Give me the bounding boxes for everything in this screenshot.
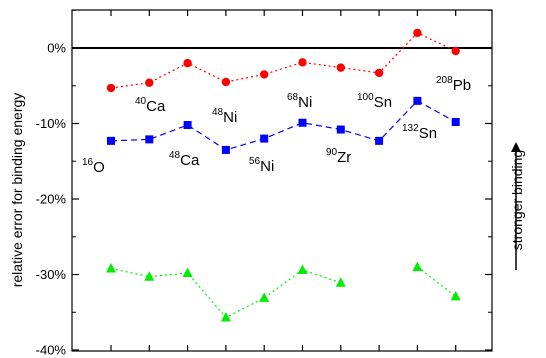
series-line: [110, 267, 341, 319]
data-point: [451, 46, 460, 56]
data-point: [183, 121, 192, 130]
element-symbol: Zr: [337, 149, 351, 166]
series-line: [110, 100, 456, 151]
y-tick-label: 0%: [47, 41, 66, 56]
element-symbol: Pb: [453, 77, 471, 94]
element-symbol: Ca: [146, 98, 166, 115]
nucleus-label: 100Sn: [357, 92, 392, 111]
mass-number: 48: [169, 150, 181, 161]
data-point: [259, 292, 270, 302]
data-point: [374, 68, 384, 78]
nucleus-label: 68Ni: [287, 92, 312, 111]
nucleus-labels: 16O40Ca48Ca48Ni56Ni68Ni90Zr100Sn132Sn208…: [82, 75, 471, 176]
data-point: [106, 83, 116, 93]
data-point: [260, 134, 269, 143]
mass-number: 56: [249, 156, 261, 167]
mass-number: 208: [436, 75, 453, 86]
mass-number: 48: [212, 107, 224, 118]
nucleus-label: 90Zr: [326, 147, 351, 166]
mass-number: 132: [402, 123, 419, 134]
y-tick-label: -20%: [36, 192, 67, 207]
series-line: [417, 266, 457, 297]
series-line: [110, 32, 456, 89]
arrow-head: [511, 142, 521, 152]
data-point: [107, 136, 115, 145]
series-triangle: [106, 261, 461, 322]
data-point: [451, 117, 460, 126]
element-symbol: Ni: [298, 94, 312, 111]
data-point: [221, 145, 230, 154]
data-point: [336, 125, 345, 134]
element-symbol: Sn: [374, 94, 392, 111]
data-point: [145, 78, 154, 87]
data-point: [144, 271, 155, 281]
series-layer: [106, 28, 461, 322]
nucleus-label: 132Sn: [402, 123, 437, 142]
data-point: [221, 77, 231, 87]
data-point: [450, 290, 461, 301]
series-square: [107, 96, 460, 154]
stronger-binding-arrow: [511, 142, 521, 270]
element-symbol: Ni: [223, 109, 237, 126]
nucleus-label: 208Pb: [436, 75, 471, 94]
nucleus-label: 40Ca: [135, 96, 166, 115]
series-circle: [106, 28, 460, 93]
mass-number: 100: [357, 92, 374, 103]
y-tick-label: -40%: [36, 343, 67, 358]
plot-frame: 0% -10% -20% -30% -40%: [36, 9, 493, 358]
nucleus-label: 48Ni: [212, 107, 237, 126]
data-point: [412, 261, 423, 271]
mass-number: 90: [326, 147, 338, 158]
data-point: [335, 277, 346, 287]
data-point: [298, 118, 307, 127]
data-point: [220, 312, 231, 322]
y-tick-label: -10%: [36, 116, 67, 131]
stronger-binding-label: stronger binding: [509, 150, 525, 250]
data-point: [260, 70, 269, 79]
data-point: [298, 58, 307, 67]
data-point: [413, 96, 422, 105]
nucleus-label: 48Ca: [169, 150, 200, 169]
y-tick-label: -30%: [36, 267, 67, 282]
data-point: [336, 63, 345, 72]
data-point: [145, 135, 154, 144]
y-axis-title: relative error for binding energy: [9, 93, 25, 288]
mass-number: 68: [287, 92, 299, 103]
element-symbol: Ni: [260, 158, 274, 175]
mass-number: 40: [135, 96, 147, 107]
data-point: [106, 262, 116, 273]
data-point: [182, 267, 193, 277]
plot-border: [71, 9, 493, 352]
element-symbol: Ca: [180, 152, 200, 169]
element-symbol: O: [93, 159, 105, 176]
nucleus-label: 56Ni: [249, 156, 274, 175]
mass-number: 16: [82, 157, 94, 168]
data-point: [375, 136, 384, 145]
nucleus-label: 16O: [82, 157, 105, 176]
element-symbol: Sn: [419, 125, 437, 142]
data-point: [183, 58, 192, 68]
data-point: [297, 264, 308, 274]
data-point: [413, 28, 422, 38]
